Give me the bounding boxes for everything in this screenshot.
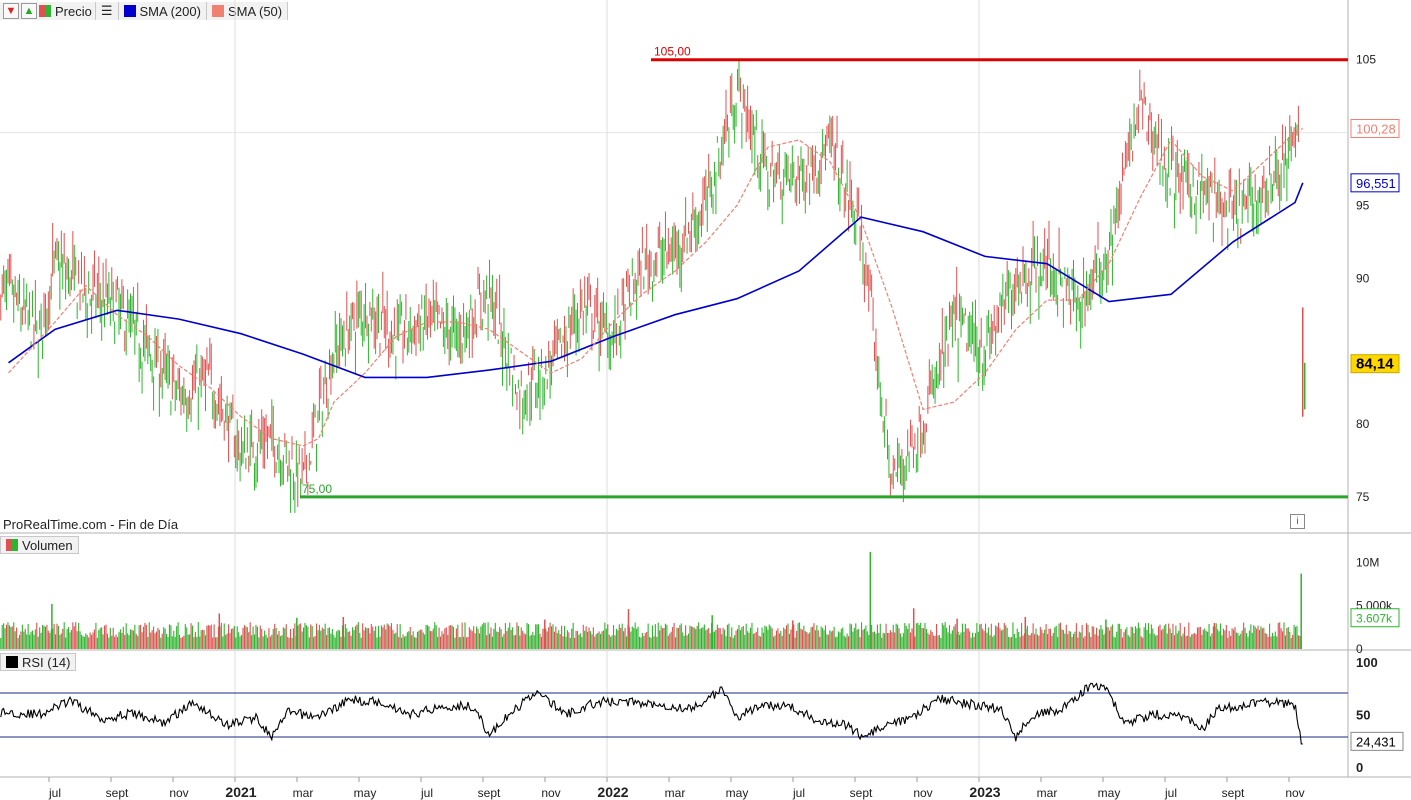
price-tick-label: 95 xyxy=(1356,198,1370,212)
time-tick-label: sept xyxy=(1222,786,1245,800)
rsi-tick-label: 0 xyxy=(1356,760,1363,775)
time-tick-label: jul xyxy=(420,786,433,800)
price-tick-label: 90 xyxy=(1356,271,1370,285)
time-tick-label: may xyxy=(354,786,377,800)
rsi-line xyxy=(0,682,1303,745)
resistance-label: 105,00 xyxy=(654,45,691,59)
last-price-box xyxy=(1350,354,1400,374)
time-tick-label: sept xyxy=(850,786,873,800)
rsi-panel xyxy=(0,682,1348,745)
time-tick-label: mar xyxy=(1037,786,1058,800)
sma50-swatch-icon xyxy=(211,5,224,17)
axis-layer: 75809095105100,2896,55184,1410M5.000k03.… xyxy=(48,53,1404,800)
volume-swatch-icon xyxy=(6,539,18,551)
sma200-value-box xyxy=(1350,173,1400,193)
legend-sma50-label: SMA (50) xyxy=(227,3,283,19)
rsi-tick-label: 100 xyxy=(1356,655,1378,670)
time-tick-label: jul xyxy=(792,786,805,800)
footer-source: ProRealTime.com - Fin de Día xyxy=(3,517,179,532)
time-tick-label: jul xyxy=(1164,786,1177,800)
legend-sma200-label: SMA (200) xyxy=(139,3,201,19)
time-tick-label: nov xyxy=(913,786,932,800)
volume-panel xyxy=(0,551,1302,649)
info-icon[interactable]: i xyxy=(1290,514,1305,529)
price-tick-label: 80 xyxy=(1356,417,1370,431)
legend-sma200[interactable]: SMA (200) xyxy=(118,2,207,20)
rsi-swatch-icon xyxy=(6,656,18,668)
time-tick-label: may xyxy=(726,786,749,800)
time-tick-label: 2021 xyxy=(225,784,256,800)
time-tick-label: nov xyxy=(541,786,560,800)
sma200-swatch-icon xyxy=(123,5,136,17)
arrow-up-icon[interactable]: ▲ xyxy=(21,3,37,19)
rsi-legend-label: RSI (14) xyxy=(22,654,71,670)
time-tick-label: jul xyxy=(48,786,61,800)
time-tick-label: nov xyxy=(1285,786,1304,800)
sma50-value-label: 100,28 xyxy=(1356,121,1396,136)
volume-value-box xyxy=(1350,608,1400,628)
volume-legend[interactable]: Volumen xyxy=(0,536,79,554)
price-swatch-icon xyxy=(39,5,51,17)
price-tick-label: 75 xyxy=(1356,490,1370,504)
time-tick-label: 2022 xyxy=(597,784,628,800)
rsi-tick-label: 50 xyxy=(1356,708,1370,723)
volume-legend-label: Volumen xyxy=(22,537,73,553)
volume-value-label: 3.607k xyxy=(1356,612,1393,626)
sma50-line xyxy=(8,127,1304,447)
time-tick-label: sept xyxy=(478,786,501,800)
sma50-value-box xyxy=(1350,118,1400,138)
rsi-value-box xyxy=(1350,731,1404,751)
legend-buttons: ▼ ▲ Precio xyxy=(0,2,96,20)
sma200-line xyxy=(8,182,1304,379)
time-tick-label: sept xyxy=(106,786,129,800)
legend-sma50[interactable]: SMA (50) xyxy=(206,2,289,20)
time-tick-label: mar xyxy=(293,786,314,800)
support-label: 75,00 xyxy=(302,482,332,496)
time-tick-label: may xyxy=(1098,786,1121,800)
legend-list[interactable]: ☰ xyxy=(95,2,119,20)
list-icon[interactable]: ☰ xyxy=(100,3,113,18)
volume-tick-label: 10M xyxy=(1356,555,1379,569)
volume-tick-label: 0 xyxy=(1356,642,1363,656)
rsi-value-label: 24,431 xyxy=(1356,734,1396,749)
last-price-label: 84,14 xyxy=(1356,356,1394,373)
time-tick-label: mar xyxy=(665,786,686,800)
time-tick-label: nov xyxy=(169,786,188,800)
price-tick-label: 105 xyxy=(1356,53,1376,67)
time-tick-label: 2023 xyxy=(969,784,1000,800)
arrow-down-icon[interactable]: ▼ xyxy=(3,3,19,19)
price-legend: ▼ ▲ Precio ☰ SMA (200) SMA (50) xyxy=(0,2,289,20)
price-panel: 75,00 105,00 xyxy=(0,45,1348,513)
legend-price-label[interactable]: Precio xyxy=(55,3,92,19)
sma200-value-label: 96,551 xyxy=(1356,176,1396,191)
rsi-legend[interactable]: RSI (14) xyxy=(0,653,77,671)
